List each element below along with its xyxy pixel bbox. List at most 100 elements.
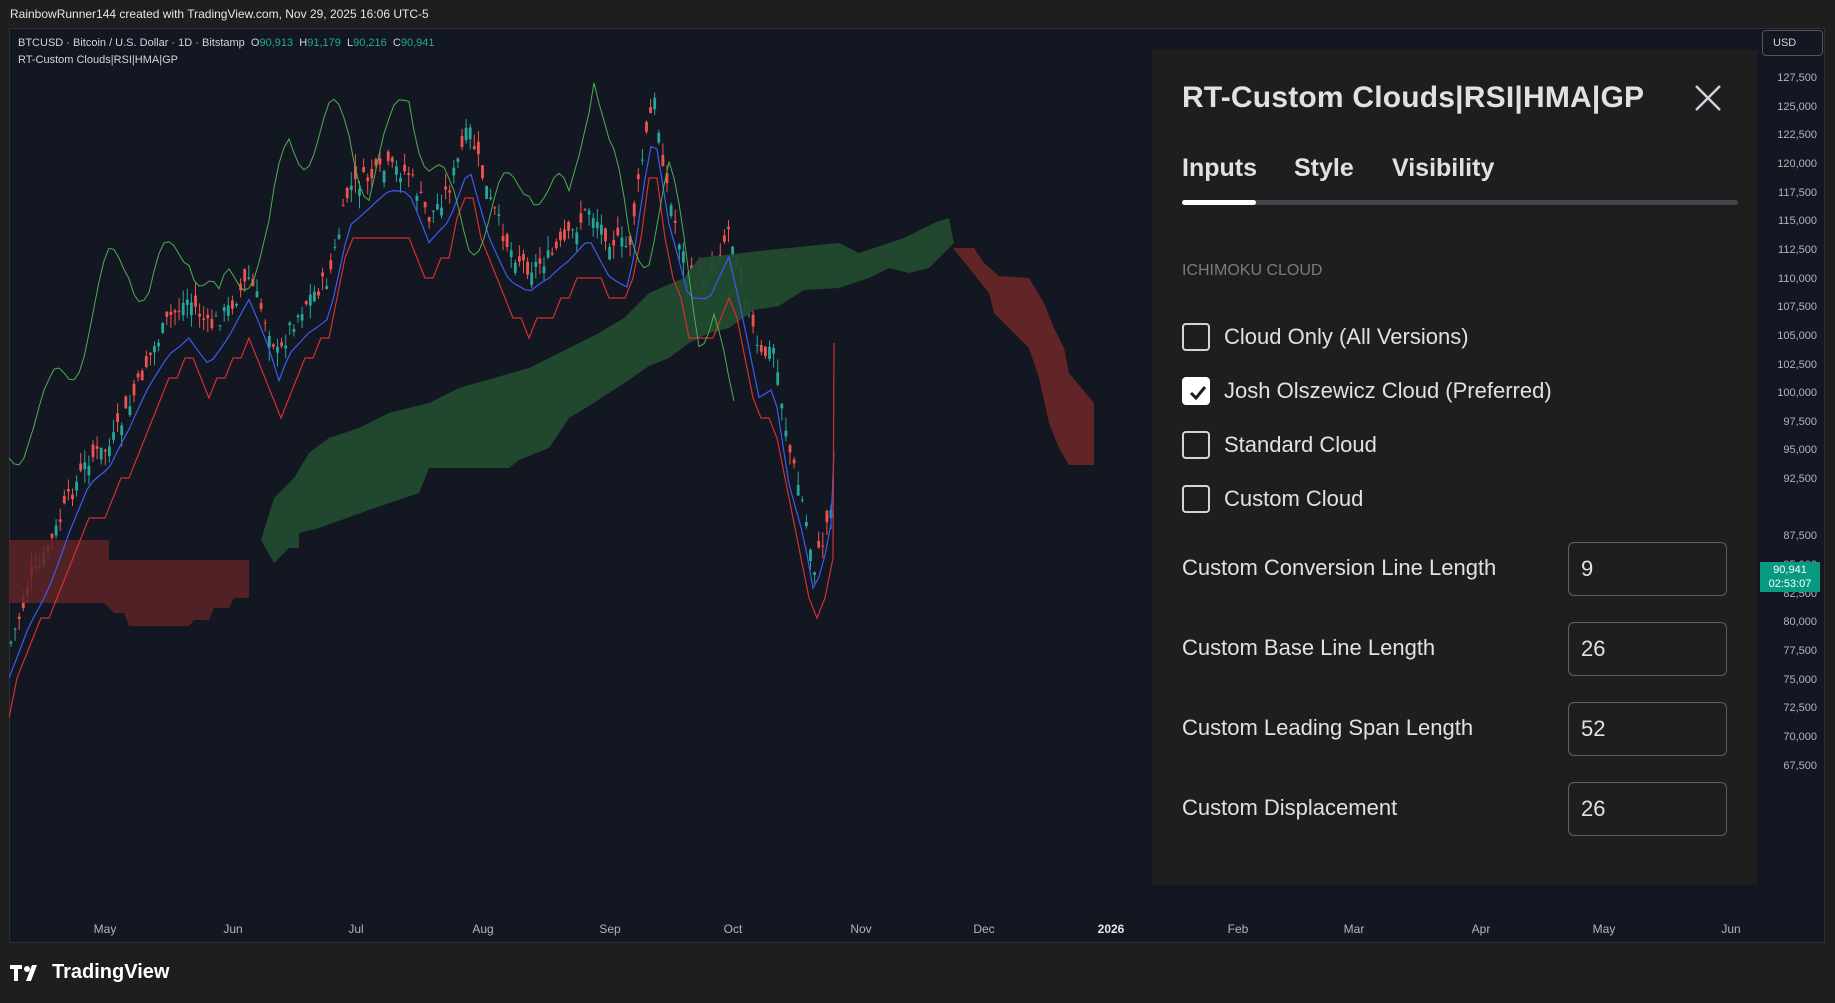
candle-body — [161, 322, 165, 333]
candle-body — [185, 299, 189, 305]
candle-body — [95, 446, 99, 449]
leading-span-input[interactable] — [1568, 702, 1727, 756]
price-tick: 77,500 — [1783, 645, 1817, 657]
candle-body — [665, 173, 669, 184]
price-tick: 120,000 — [1777, 157, 1817, 170]
candlestick-series — [9, 92, 833, 647]
last-price-value: 90,941 — [1773, 564, 1807, 576]
candle-body — [370, 169, 374, 179]
checkbox-box-checked[interactable] — [1182, 377, 1210, 405]
checkbox-label[interactable]: Custom Cloud — [1224, 486, 1364, 511]
candle-body — [337, 234, 341, 239]
candle-body — [341, 205, 345, 207]
price-tick: 67,500 — [1783, 759, 1817, 772]
price-tick: 122,500 — [1777, 129, 1817, 142]
candle-body — [526, 261, 529, 275]
candle-body — [456, 158, 460, 162]
candle-body — [181, 303, 185, 316]
conversion-line — [9, 145, 835, 679]
candle-body — [509, 250, 513, 258]
candle-body — [624, 245, 628, 247]
candle-body — [276, 346, 279, 353]
bearish-cloud-left — [9, 540, 249, 626]
candle-body — [825, 510, 829, 523]
candle-body — [415, 195, 419, 201]
candle-body — [772, 347, 775, 354]
candle-body — [546, 250, 550, 258]
candle-body — [140, 370, 144, 381]
candle-body — [776, 372, 780, 385]
checkbox-label[interactable]: Standard Cloud — [1224, 432, 1377, 457]
candle-body — [169, 311, 173, 316]
candle-body — [399, 177, 402, 183]
candle-body — [210, 318, 214, 328]
candle-body — [604, 228, 607, 242]
checkbox-josh-olszewicz-cloud[interactable]: Josh Olszewicz Cloud (Preferred) — [1182, 377, 1552, 405]
candle-body — [407, 173, 411, 175]
candle-body — [321, 272, 324, 277]
checkbox-box[interactable] — [1182, 431, 1210, 459]
field-leading-span-length: Custom Leading Span Length — [1182, 702, 1727, 756]
close-icon — [1695, 85, 1721, 111]
candle-body — [809, 549, 812, 561]
field-conversion-line-length: Custom Conversion Line Length — [1182, 542, 1727, 596]
close-value: 90,941 — [400, 37, 435, 49]
tradingview-logo: TradingView — [10, 961, 169, 984]
checkbox-custom-cloud[interactable]: Custom Cloud — [1182, 485, 1363, 513]
checkbox-label[interactable]: Cloud Only (All Versions) — [1224, 324, 1469, 349]
candle-body — [13, 628, 17, 630]
candle-body — [17, 616, 21, 620]
price-tick: 100,000 — [1777, 387, 1817, 400]
base-line-input[interactable] — [1568, 622, 1727, 676]
candle-body — [579, 213, 583, 223]
price-chart[interactable] — [9, 28, 1825, 943]
displacement-input[interactable] — [1568, 782, 1727, 836]
tab-inputs[interactable]: Inputs — [1182, 154, 1257, 182]
price-tick: 102,500 — [1777, 358, 1817, 371]
candle-body — [395, 166, 398, 175]
candle-body — [431, 210, 435, 212]
candle-body — [616, 227, 620, 236]
conversion-line-input[interactable] — [1568, 542, 1727, 596]
candle-body — [780, 403, 784, 409]
checkbox-box[interactable] — [1182, 485, 1210, 513]
candle-body — [731, 246, 734, 258]
candle-body — [817, 541, 821, 548]
indicator-name[interactable]: RT-Custom Clouds|RSI|HMA|GP — [18, 54, 178, 66]
candle-body — [821, 545, 825, 547]
tab-style[interactable]: Style — [1294, 154, 1354, 182]
price-tick: 95,000 — [1783, 444, 1817, 457]
candle-body — [661, 154, 665, 166]
currency-button[interactable]: USD — [1762, 30, 1823, 56]
bearish-cloud-right — [953, 248, 1094, 465]
checkbox-box[interactable] — [1182, 323, 1210, 351]
candle-body — [272, 344, 275, 347]
candle-body — [173, 310, 177, 313]
candle-body — [632, 203, 636, 217]
symbol-row: BTCUSD · Bitcoin / U.S. Dollar · 1D · Bi… — [18, 35, 435, 52]
candle-body — [149, 352, 152, 355]
indicator-settings-dialog: RT-Custom Clouds|RSI|HMA|GP Inputs Style… — [1152, 50, 1757, 885]
candle-body — [448, 190, 452, 193]
candle-body — [571, 229, 575, 231]
checkbox-label[interactable]: Josh Olszewicz Cloud (Preferred) — [1224, 378, 1552, 403]
open-key: O — [250, 37, 260, 49]
candle-body — [489, 197, 493, 200]
checkbox-standard-cloud[interactable]: Standard Cloud — [1182, 431, 1377, 459]
tab-visibility[interactable]: Visibility — [1392, 154, 1495, 182]
price-axis[interactable]: 127,500 125,000 122,500 120,000 117,500 115,0… — [1758, 28, 1825, 943]
price-tick: 112,500 — [1778, 243, 1817, 256]
candle-body — [247, 277, 251, 279]
candle-body — [128, 406, 132, 416]
close-button[interactable] — [1692, 82, 1724, 114]
candle-body — [79, 463, 83, 471]
tab-track — [1182, 200, 1738, 205]
candle-body — [226, 305, 230, 316]
checkbox-cloud-only[interactable]: Cloud Only (All Versions) — [1182, 323, 1469, 351]
time-tick: Apr — [1471, 922, 1491, 936]
active-tab-indicator — [1182, 200, 1256, 205]
author-credit: RainbowRunner144 created with TradingVie… — [10, 7, 429, 21]
candle-body — [755, 344, 759, 347]
candle-body — [313, 291, 316, 302]
price-tick: 105,000 — [1777, 329, 1817, 342]
